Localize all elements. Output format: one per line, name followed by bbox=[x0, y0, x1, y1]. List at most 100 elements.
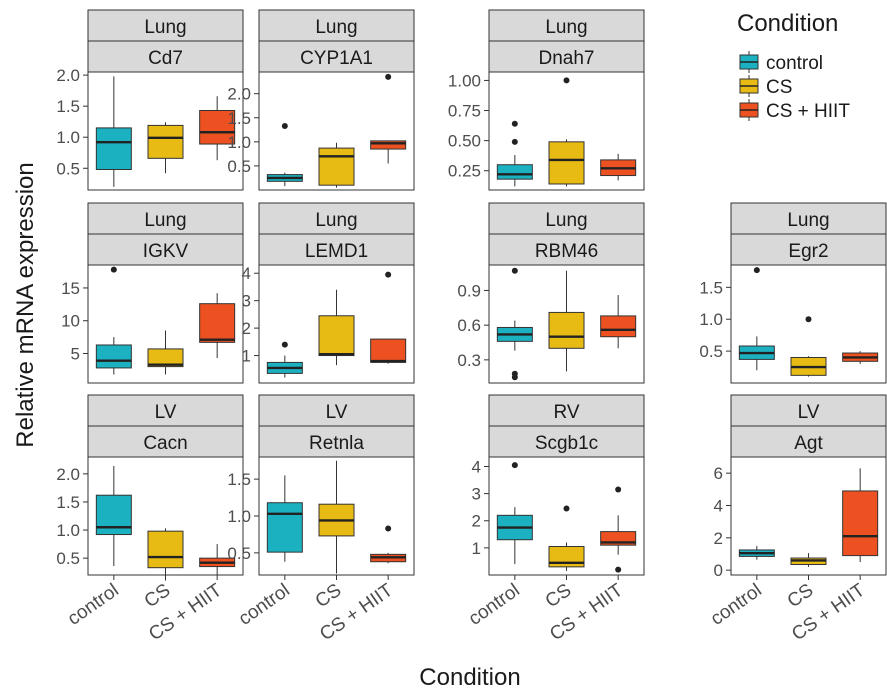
box-control bbox=[738, 545, 775, 560]
y-tick-label: 1.0 bbox=[56, 521, 80, 540]
y-axis-label: Relative mRNA expression bbox=[12, 162, 39, 447]
box-cs-hiit bbox=[600, 295, 637, 349]
outlier-point bbox=[281, 341, 288, 348]
box-iqr bbox=[95, 344, 132, 369]
x-tick-label: CS bbox=[784, 580, 818, 612]
y-tick-label: 4 bbox=[714, 496, 723, 515]
box-cs bbox=[147, 528, 184, 581]
box-iqr bbox=[95, 494, 132, 536]
gene-strip bbox=[258, 40, 415, 73]
gene-strip-label: LEMD1 bbox=[305, 241, 368, 262]
legend-item-control: control bbox=[739, 51, 823, 74]
y-tick-label: 2.0 bbox=[56, 465, 80, 484]
box-cs bbox=[147, 330, 184, 375]
x-tick-label: control bbox=[465, 580, 524, 630]
y-tick-label: 3 bbox=[472, 485, 481, 504]
tissue-strip-label: Lung bbox=[545, 17, 587, 38]
box-iqr bbox=[318, 315, 355, 357]
box-iqr bbox=[147, 124, 184, 159]
outlier-point bbox=[615, 566, 622, 573]
legend-item-label: CS bbox=[766, 77, 792, 98]
gene-strip bbox=[488, 425, 645, 458]
box-cs-hiit bbox=[600, 153, 637, 181]
x-tick-label: CS bbox=[542, 580, 576, 612]
tissue-strip-label: Lung bbox=[545, 210, 587, 231]
y-tick-label: 5 bbox=[71, 345, 80, 364]
box-iqr bbox=[600, 315, 637, 338]
gene-strip bbox=[730, 233, 887, 266]
y-tick-label: 15 bbox=[61, 279, 80, 298]
facet-panel-lemd1: Lung LEMD1 1 2 3 4 bbox=[242, 202, 415, 384]
box-iqr bbox=[548, 311, 585, 349]
box-iqr bbox=[496, 164, 533, 180]
box-cs-hiit bbox=[199, 544, 236, 575]
y-tick-label: 1.0 bbox=[56, 128, 80, 147]
outlier-point bbox=[511, 138, 518, 145]
box-control bbox=[95, 465, 132, 567]
box-control bbox=[496, 462, 533, 565]
box-cs bbox=[318, 142, 355, 188]
legend-item-cs-hiit: CS + HIIT bbox=[739, 99, 850, 122]
legend-item-cs: CS bbox=[739, 75, 792, 98]
facet-panel-dnah7: Lung Dnah7 0.25 0.50 0.75 1.00 bbox=[448, 9, 645, 191]
gene-strip bbox=[258, 425, 415, 458]
box-control bbox=[266, 341, 303, 378]
box-cs-hiit bbox=[842, 351, 879, 364]
box-cs bbox=[548, 505, 585, 571]
box-control bbox=[95, 266, 132, 375]
y-tick-label: 0.5 bbox=[56, 159, 80, 178]
box-cs-hiit bbox=[600, 486, 637, 573]
outlier-point bbox=[563, 505, 570, 512]
gene-strip-label: CYP1A1 bbox=[300, 48, 373, 69]
gene-strip-label: Cd7 bbox=[148, 48, 183, 69]
y-tick-label: 1.5 bbox=[227, 470, 251, 489]
y-tick-label: 2.0 bbox=[56, 66, 80, 85]
y-tick-label: 4 bbox=[242, 264, 251, 283]
outlier-point bbox=[385, 525, 392, 532]
box-cs-hiit bbox=[199, 293, 236, 359]
y-tick-label: 10 bbox=[61, 312, 80, 331]
box-cs-hiit bbox=[199, 96, 236, 161]
y-tick-label: 2.0 bbox=[227, 85, 251, 104]
legend-item-label: control bbox=[766, 53, 823, 74]
y-tick-label: 0.6 bbox=[457, 316, 481, 335]
tissue-strip bbox=[730, 394, 887, 427]
outlier-point bbox=[511, 374, 518, 381]
box-iqr bbox=[147, 348, 184, 368]
outlier-point bbox=[511, 120, 518, 127]
outlier-point bbox=[511, 462, 518, 469]
y-tick-label: 0.50 bbox=[448, 132, 481, 151]
tissue-strip bbox=[258, 202, 415, 235]
box-iqr bbox=[147, 530, 184, 569]
gene-strip-label: IGKV bbox=[143, 241, 189, 262]
y-tick-label: 1.5 bbox=[56, 97, 80, 116]
y-tick-label: 1.5 bbox=[56, 493, 80, 512]
tissue-strip-label: LV bbox=[326, 402, 348, 423]
x-tick-label: control bbox=[235, 580, 294, 630]
box-cs bbox=[318, 289, 355, 366]
y-tick-label: 1.0 bbox=[227, 133, 251, 152]
box-iqr bbox=[199, 303, 236, 343]
y-tick-label: 0.25 bbox=[448, 162, 481, 181]
y-tick-label: 0.75 bbox=[448, 102, 481, 121]
facet-panels: Lung Cd7 0.5 1.0 1.5 2.0 Lung CYP1A1 0.5 1.0 1.5 2.… bbox=[56, 9, 887, 645]
box-cs bbox=[548, 270, 585, 372]
y-tick-label: 0.5 bbox=[699, 342, 723, 361]
y-tick-label: 0.5 bbox=[227, 544, 251, 563]
tissue-strip-label: Lung bbox=[144, 17, 186, 38]
tissue-strip-label: RV bbox=[553, 402, 579, 423]
tissue-strip bbox=[87, 202, 244, 235]
x-axis-label: Condition bbox=[419, 664, 520, 691]
box-iqr bbox=[266, 502, 303, 553]
legend-item-label: CS + HIIT bbox=[766, 101, 850, 122]
y-tick-label: 0.3 bbox=[457, 351, 481, 370]
y-tick-label: 4 bbox=[472, 457, 481, 476]
y-tick-label: 1 bbox=[242, 347, 251, 366]
box-cs-hiit bbox=[370, 525, 407, 564]
y-tick-label: 6 bbox=[714, 464, 723, 483]
box-cs-hiit bbox=[370, 73, 407, 164]
